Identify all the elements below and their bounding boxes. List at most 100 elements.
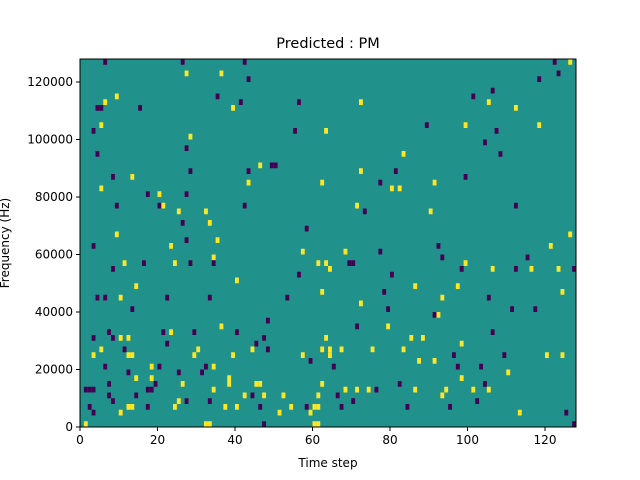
heatmap-cell bbox=[176, 208, 181, 215]
x-tick-label: 20 bbox=[150, 433, 165, 447]
x-tick-label: 120 bbox=[534, 433, 557, 447]
heatmap-cell bbox=[103, 363, 108, 370]
heatmap-cell bbox=[161, 202, 166, 209]
heatmap-cell bbox=[130, 306, 135, 312]
heatmap-cell bbox=[200, 369, 204, 376]
heatmap-cell bbox=[463, 260, 468, 266]
heatmap-cell bbox=[223, 404, 228, 410]
heatmap-cell bbox=[242, 392, 247, 399]
heatmap-cell bbox=[103, 99, 108, 105]
heatmap-cell bbox=[308, 409, 313, 416]
heatmap-cell bbox=[207, 294, 212, 301]
heatmap-cell bbox=[436, 243, 441, 249]
heatmap-cell bbox=[382, 289, 387, 295]
heatmap-cell bbox=[83, 421, 88, 427]
heatmap-cell bbox=[118, 294, 123, 301]
heatmap-cell bbox=[149, 363, 154, 370]
heatmap-cell bbox=[266, 317, 270, 324]
heatmap-cell bbox=[91, 386, 96, 393]
heatmap-cell bbox=[111, 398, 115, 404]
heatmap-cell bbox=[107, 381, 111, 387]
heatmap-cell bbox=[211, 254, 216, 261]
heatmap-cell bbox=[153, 381, 158, 387]
heatmap-cell bbox=[339, 346, 344, 353]
heatmap-cell bbox=[157, 191, 162, 197]
heatmap-cell bbox=[169, 243, 173, 249]
heatmap-cell bbox=[176, 398, 181, 404]
heatmap-cell bbox=[440, 392, 445, 399]
heatmap-cell bbox=[114, 231, 119, 238]
heatmap-cell bbox=[87, 386, 92, 393]
x-tick-label: 100 bbox=[456, 433, 479, 447]
heatmap-cell bbox=[180, 220, 185, 226]
heatmap-cell bbox=[355, 323, 359, 330]
heatmap-cell bbox=[328, 266, 332, 272]
heatmap-cell bbox=[145, 404, 150, 410]
heatmap-cell bbox=[413, 386, 418, 393]
heatmap-cell bbox=[359, 99, 363, 105]
heatmap-background bbox=[80, 59, 576, 427]
heatmap-cell bbox=[118, 335, 123, 341]
heatmap-cell bbox=[103, 59, 108, 65]
heatmap-cell bbox=[459, 375, 464, 381]
heatmap-cell bbox=[227, 375, 232, 381]
heatmap-cell bbox=[347, 260, 352, 266]
heatmap-cell bbox=[207, 421, 212, 427]
heatmap-cell bbox=[510, 306, 514, 312]
heatmap-cell bbox=[506, 369, 511, 376]
heatmap-cell bbox=[440, 294, 445, 301]
heatmap-cell bbox=[165, 294, 170, 301]
heatmap-cell bbox=[184, 398, 189, 404]
heatmap-cell bbox=[173, 260, 177, 266]
heatmap-cell bbox=[316, 404, 321, 410]
heatmap-cell bbox=[320, 346, 325, 353]
plot-area bbox=[79, 58, 577, 428]
heatmap-cell bbox=[219, 70, 224, 77]
heatmap-cell bbox=[176, 369, 181, 376]
heatmap-cell bbox=[463, 174, 468, 180]
heatmap-cell bbox=[320, 289, 325, 295]
heatmap-cell bbox=[254, 340, 259, 347]
heatmap-cell bbox=[355, 202, 359, 209]
heatmap-cell bbox=[246, 168, 251, 174]
heatmap-cell bbox=[366, 386, 371, 393]
heatmap-cell bbox=[564, 409, 569, 416]
heatmap-cell bbox=[316, 392, 321, 399]
heatmap-cell bbox=[173, 404, 177, 410]
heatmap-cell bbox=[99, 122, 104, 128]
heatmap-cell bbox=[238, 99, 243, 105]
heatmap-cell bbox=[211, 386, 216, 393]
heatmap-cell bbox=[192, 352, 197, 358]
heatmap-cell bbox=[316, 260, 321, 266]
heatmap-cell bbox=[118, 409, 123, 416]
y-tick-label: 20000 bbox=[35, 363, 73, 377]
heatmap-cell bbox=[180, 381, 185, 387]
heatmap-cell bbox=[355, 386, 359, 393]
heatmap-cell bbox=[324, 260, 328, 266]
heatmap-cell bbox=[452, 352, 456, 358]
heatmap-cell bbox=[95, 105, 100, 111]
heatmap-cell bbox=[494, 128, 499, 134]
heatmap-cell bbox=[455, 363, 460, 370]
heatmap-cell bbox=[568, 59, 573, 65]
heatmap-cell bbox=[486, 99, 491, 105]
heatmap-cell bbox=[126, 352, 131, 358]
heatmap-cell bbox=[99, 185, 104, 192]
heatmap-cell bbox=[548, 243, 553, 249]
heatmap-cell bbox=[134, 392, 139, 399]
x-tick-label: 0 bbox=[76, 433, 84, 447]
y-tick-label: 80000 bbox=[35, 190, 73, 204]
heatmap-cell bbox=[215, 237, 220, 243]
heatmap-cell bbox=[514, 266, 518, 272]
heatmap-cell bbox=[188, 260, 193, 266]
heatmap-cell bbox=[235, 329, 239, 335]
heatmap-cell bbox=[308, 358, 313, 364]
heatmap-cell bbox=[204, 421, 208, 427]
heatmap-cell bbox=[328, 346, 332, 353]
heatmap-cell bbox=[486, 294, 491, 301]
heatmap-cell bbox=[370, 346, 375, 353]
heatmap-cell bbox=[362, 208, 367, 215]
heatmap-cell bbox=[374, 386, 379, 393]
heatmap-cell bbox=[95, 151, 100, 157]
